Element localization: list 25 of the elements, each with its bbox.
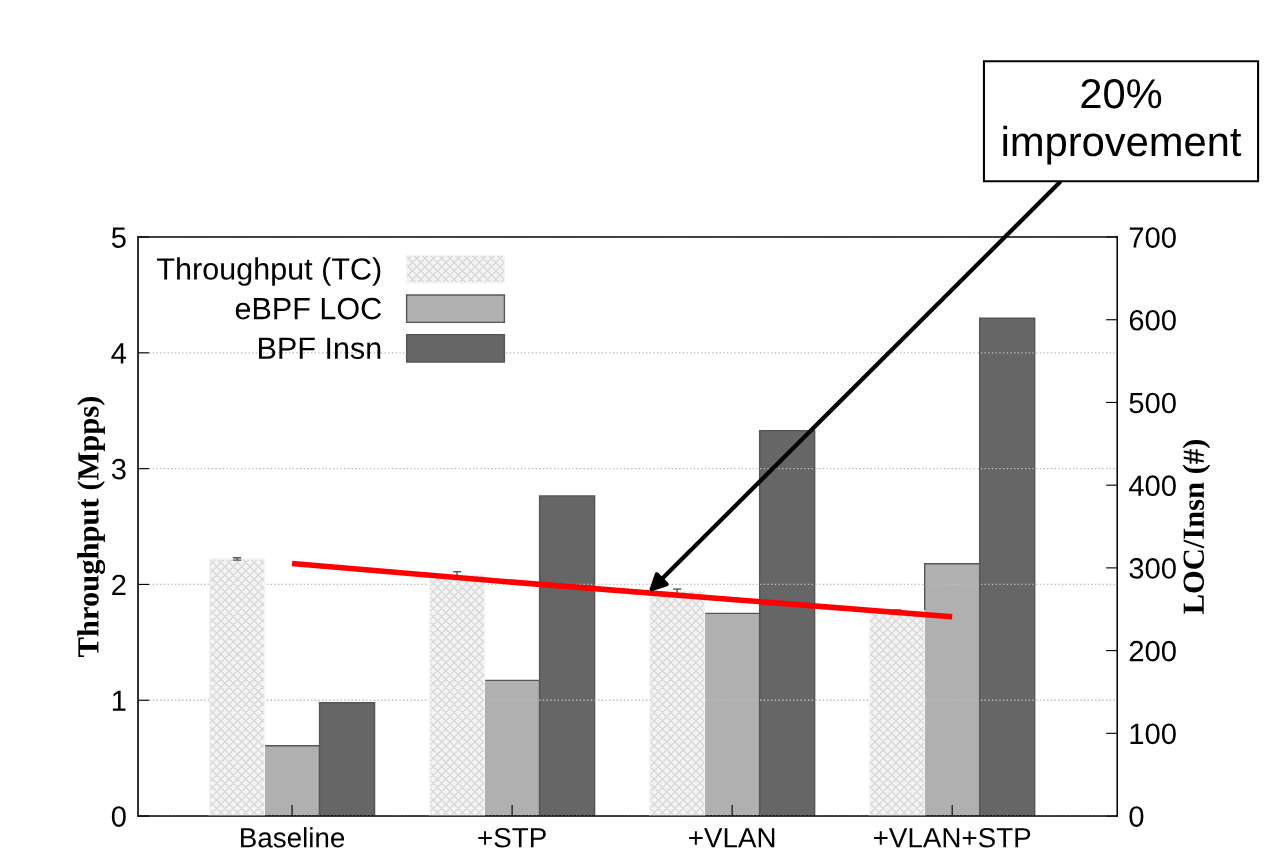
legend-label: BPF Insn bbox=[259, 337, 381, 360]
y2-axis-title: LOC/Insn (#) bbox=[1182, 440, 1211, 614]
y-tick-label: 2 bbox=[112, 574, 126, 595]
y2-tick-label: 500 bbox=[1129, 392, 1176, 414]
y2-tick-label: 700 bbox=[1129, 227, 1176, 248]
x-tick-label: Baseline bbox=[241, 827, 345, 848]
y-tick-label: 1 bbox=[112, 690, 126, 711]
x-tick-label: +VLAN bbox=[689, 828, 775, 848]
x-tick-label: +STP bbox=[478, 827, 546, 848]
legend-label: eBPF LOC bbox=[235, 297, 382, 320]
y2-tick-label: 300 bbox=[1129, 558, 1176, 579]
y2-tick-label: 0 bbox=[1129, 806, 1144, 827]
y-tick-label: 3 bbox=[111, 458, 126, 480]
text: 20% improvement bbox=[1003, 78, 1242, 165]
y2-tick-label: 600 bbox=[1129, 309, 1176, 331]
x-tick-label: +VLAN+STP bbox=[874, 827, 1031, 848]
y-tick-label: 5 bbox=[111, 227, 126, 248]
y2-tick-label: 400 bbox=[1128, 475, 1176, 497]
y2-tick-label: 100 bbox=[1130, 723, 1176, 745]
y2-tick-label: 200 bbox=[1129, 640, 1176, 662]
y-axis-title: Throughput (Mpps) bbox=[77, 396, 106, 657]
bar bbox=[208, 558, 266, 817]
legend-label: Throughput (TC) bbox=[157, 257, 381, 286]
y-tick-label: 0 bbox=[111, 806, 126, 827]
y-tick-label: 4 bbox=[111, 343, 127, 364]
